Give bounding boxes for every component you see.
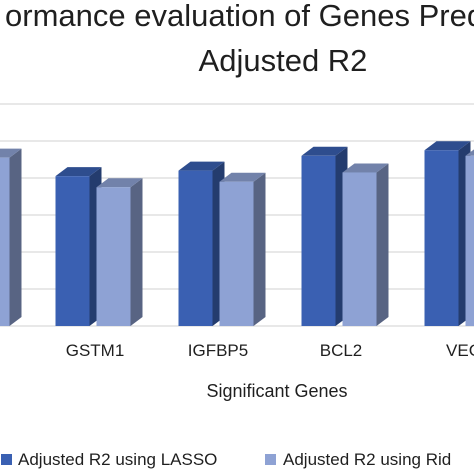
legend-swatch-lasso — [1, 454, 12, 465]
bar-front — [96, 187, 131, 326]
x-tick-label: GSTM1 — [66, 341, 125, 360]
legend-swatch-ridge — [265, 454, 276, 465]
x-tick-labels: GSTM1 IGFBP5 BCL2 VEG — [66, 341, 474, 360]
bar-side — [9, 148, 22, 326]
bar-front — [0, 157, 10, 326]
chart-title: ormance evaluation of Genes Predi — [5, 0, 474, 33]
bar — [178, 161, 225, 326]
bar-top — [424, 141, 471, 151]
bar-top — [0, 148, 22, 158]
bar — [301, 146, 348, 326]
bar — [465, 149, 474, 326]
x-tick-label: BCL2 — [320, 341, 363, 360]
bar-side — [130, 178, 143, 326]
bar — [55, 167, 102, 326]
bar-front — [342, 172, 377, 326]
x-axis-title: Significant Genes — [206, 381, 347, 401]
legend: Adjusted R2 using LASSO Adjusted R2 usin… — [1, 450, 451, 469]
bar — [342, 163, 389, 326]
bar — [96, 178, 143, 326]
bar-top — [342, 163, 389, 173]
legend-label-ridge: Adjusted R2 using Rid — [283, 450, 451, 469]
legend-label-lasso: Adjusted R2 using LASSO — [18, 450, 217, 469]
x-tick-label: VEG — [446, 341, 474, 360]
bar-top — [178, 161, 225, 171]
bar-top — [219, 172, 266, 182]
bar-top — [96, 178, 143, 188]
bar-front — [465, 155, 474, 326]
bar-side — [253, 172, 266, 326]
x-tick-label: IGFBP5 — [188, 341, 248, 360]
bar-top — [465, 149, 474, 156]
bar-front — [219, 181, 254, 326]
bar-side — [376, 163, 389, 326]
bar — [0, 148, 22, 326]
bar — [424, 141, 471, 326]
bar-front — [55, 176, 90, 326]
bars — [0, 141, 474, 326]
bar-front — [424, 150, 459, 326]
bar-top — [301, 146, 348, 156]
chart-subtitle: Adjusted R2 — [199, 43, 368, 78]
bar-front — [178, 170, 213, 326]
bar — [219, 172, 266, 326]
bar-front — [301, 155, 336, 326]
bar-top — [55, 167, 102, 177]
